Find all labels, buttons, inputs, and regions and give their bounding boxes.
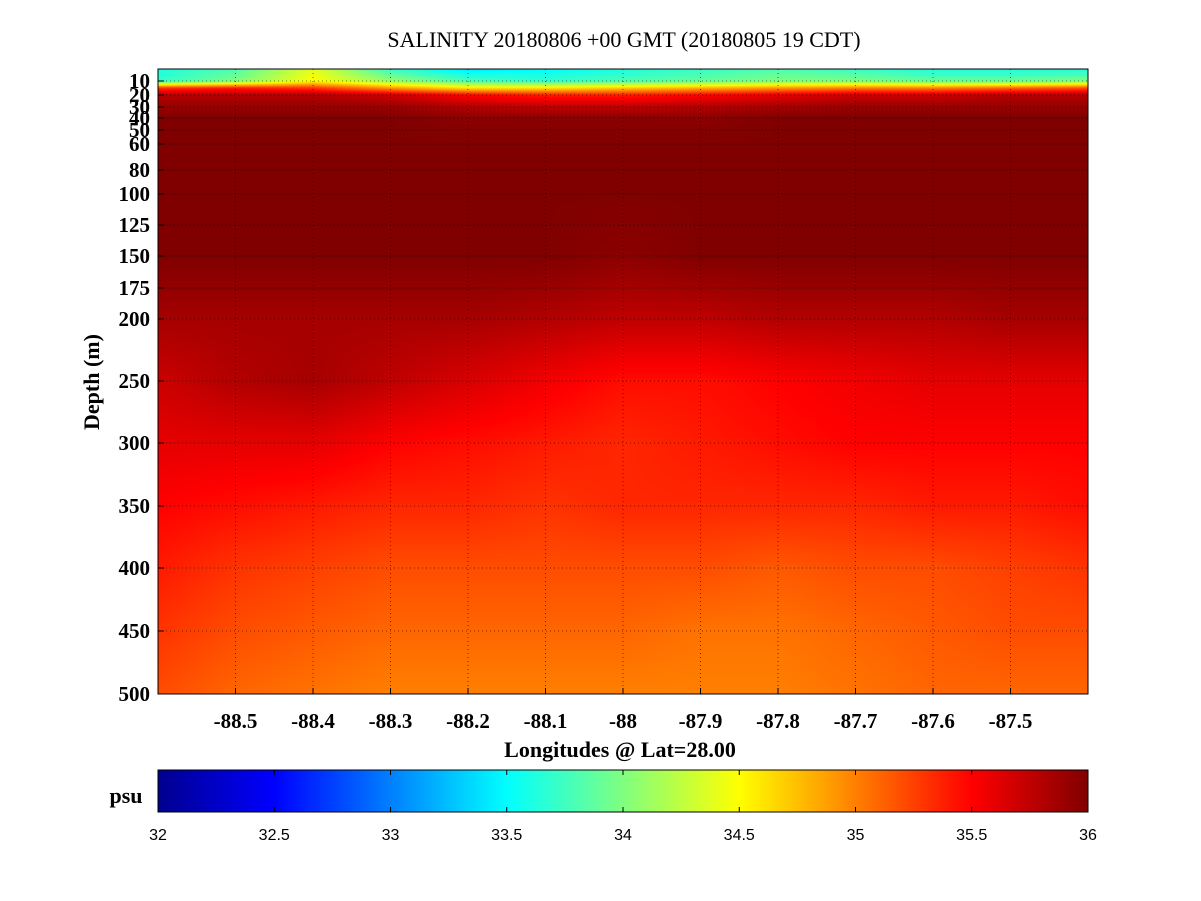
y-tick-label: 500 [119,682,151,706]
colorbar-tick-label: 35.5 [956,827,987,844]
y-tick-label: 80 [129,158,150,182]
y-tick-label: 60 [129,132,150,156]
x-tick-label: -88 [609,709,637,733]
y-tick-label: 40 [129,106,150,130]
y-tick-label: 400 [119,556,151,580]
y-tick-label: 125 [119,213,151,237]
colorbar-unit-label: psu [109,783,142,808]
colorbar-tick-label: 34 [614,827,632,844]
y-tick-label: 50 [129,118,150,142]
x-tick-label: -88.1 [524,709,568,733]
y-tick-label: 350 [119,494,151,518]
x-axis-ticks: -88.5 -88.4 -88.3 -88.2 -88.1 -88 -87.9 -87.8 -8… [214,688,1033,733]
y-tick-label: 250 [119,369,151,393]
grid-lines [158,69,1088,695]
y-tick-label: 20 [129,83,150,107]
colorbar-tick-label: 36 [1079,827,1097,844]
x-tick-label: -88.4 [291,709,335,733]
x-tick-label: -88.2 [446,709,490,733]
colorbar-tick-label: 33 [382,827,400,844]
y-tick-label: 450 [119,619,151,643]
colorbar-ticks: 32 32.5 33 33.5 34 34.5 35 35.5 36 [149,770,1097,844]
colorbar-tick-label: 35 [847,827,865,844]
colorbar-tick-label: 33.5 [491,827,522,844]
y-tick-label: 10 [129,69,150,93]
x-tick-label: -87.8 [756,709,800,733]
y-axis-label: Depth (m) [79,334,104,430]
x-tick-label: -87.9 [679,709,723,733]
colorbar-tick-label: 32.5 [259,827,290,844]
x-tick-label: -88.5 [214,709,258,733]
x-tick-label: -87.6 [911,709,955,733]
colorbar [157,769,1089,813]
x-axis-label: Longitudes @ Lat=28.00 [504,737,736,762]
colorbar-tick-label: 34.5 [724,827,755,844]
y-tick-label: 200 [119,307,151,331]
x-tick-label: -87.7 [834,709,878,733]
y-tick-label: 30 [129,95,150,119]
colorbar-tick-label: 32 [149,827,167,844]
y-tick-label: 100 [119,182,151,206]
x-tick-label: -88.3 [369,709,413,733]
y-tick-label: 150 [119,244,151,268]
x-tick-label: -87.5 [989,709,1033,733]
y-tick-label: 175 [119,276,151,300]
y-tick-label: 300 [119,431,151,455]
chart-title: SALINITY 20180806 +00 GMT (20180805 19 C… [387,27,860,52]
